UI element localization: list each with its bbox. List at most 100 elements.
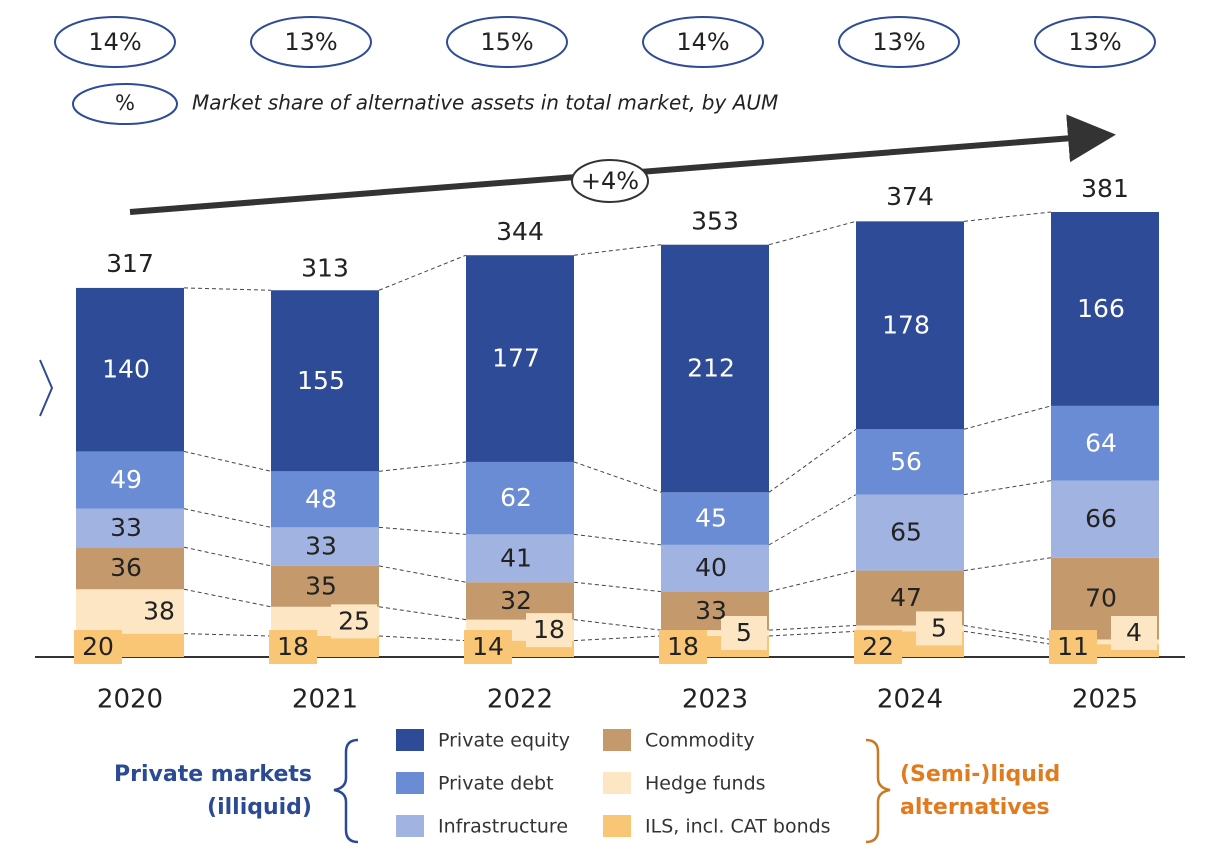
growth-label: +4% (581, 167, 639, 195)
bar-segment (76, 508, 184, 548)
x-tick-label: 2020 (97, 685, 163, 715)
segment-label: 22 (862, 632, 894, 661)
connector (963, 405, 1052, 430)
label-box (136, 594, 182, 629)
growth-ellipse (571, 159, 649, 203)
connector (183, 546, 272, 567)
segment-label: 18 (533, 615, 565, 644)
label-box (526, 613, 572, 648)
segment-label: 65 (890, 518, 922, 547)
connector (378, 565, 467, 583)
label-box (331, 604, 377, 639)
bar-segment (466, 461, 574, 535)
segment-label: 14 (472, 632, 504, 661)
share-ellipse (446, 16, 568, 68)
connector (768, 624, 857, 631)
share-ellipse (838, 16, 960, 68)
bar-segment (661, 544, 769, 592)
bar-segment (466, 534, 574, 583)
segment-label: 56 (890, 447, 922, 476)
share-label: 13% (872, 28, 925, 56)
total-label: 344 (496, 217, 544, 246)
label-box (659, 630, 707, 664)
bar-segment (661, 244, 769, 493)
connector (768, 570, 857, 593)
x-tick-label: 2024 (877, 685, 943, 715)
legend-swatch (396, 772, 424, 794)
connector (378, 526, 467, 535)
label-box (1049, 630, 1097, 664)
label-box (916, 611, 962, 646)
segment-label: 33 (695, 596, 727, 625)
segment-label: 70 (1085, 584, 1117, 613)
legend-description: Market share of alternative assets in to… (192, 91, 778, 115)
total-label: 317 (106, 249, 154, 278)
bar-segment (1051, 480, 1159, 558)
segment-label: 4 (1126, 618, 1142, 647)
x-tick-label: 2023 (682, 685, 748, 715)
brace-left (333, 738, 359, 844)
segment-label: 212 (687, 354, 735, 383)
segment-label: 177 (492, 344, 540, 373)
share-ellipse (642, 16, 764, 68)
bar-segment (271, 565, 379, 607)
segment-label: 41 (500, 543, 532, 572)
bar-segment (661, 492, 769, 545)
connector (183, 633, 272, 637)
segment-label: 35 (305, 571, 337, 600)
legend-symbol: % (115, 91, 135, 115)
bar-segment (1051, 639, 1159, 645)
segment-label: 18 (667, 632, 699, 661)
label-box (269, 630, 317, 664)
connector (768, 630, 857, 637)
group-left-label: Private markets (114, 762, 312, 787)
bar-segment (856, 429, 964, 495)
connector (183, 287, 272, 291)
group-right-label: alternatives (900, 795, 1050, 820)
label-box (464, 630, 512, 664)
bar-segment (271, 290, 379, 472)
x-tick-label: 2022 (487, 685, 553, 715)
connector (378, 635, 467, 642)
total-label: 313 (301, 253, 349, 282)
connector (573, 533, 662, 546)
connector (573, 619, 662, 631)
x-tick-label: 2021 (292, 685, 358, 715)
connector (768, 494, 857, 546)
total-label: 381 (1081, 174, 1129, 203)
segment-label: 36 (110, 553, 142, 582)
share-label: 14% (676, 28, 729, 56)
connector (963, 480, 1052, 496)
bar-segment (856, 494, 964, 571)
segment-label: 64 (1085, 428, 1117, 457)
segment-label: 40 (695, 553, 727, 582)
segment-label: 38 (143, 596, 175, 625)
segment-label: 33 (305, 532, 337, 561)
segment-label: 140 (102, 355, 150, 384)
share-label: 15% (480, 28, 533, 56)
segment-label: 66 (1085, 504, 1117, 533)
segment-label: 25 (338, 606, 370, 635)
share-ellipse (1034, 16, 1156, 68)
bar-segment (466, 255, 574, 462)
bar-segment (856, 625, 964, 632)
legend-swatch (603, 815, 631, 837)
segment-label: 62 (500, 483, 532, 512)
connector (963, 624, 1052, 640)
connector (183, 450, 272, 472)
group-right-label: (Semi-)liquid (900, 762, 1060, 787)
segment-label: 5 (931, 613, 947, 642)
legend-label: ILS, incl. CAT bonds (645, 816, 831, 838)
bar-segment (661, 630, 769, 636)
segment-label: 47 (890, 583, 922, 612)
legend-swatch (603, 729, 631, 751)
legend-swatch (603, 772, 631, 794)
bar-segment (856, 221, 964, 430)
label-box (721, 616, 767, 650)
bar-segment (1051, 212, 1159, 406)
connector (768, 428, 857, 493)
segment-label: 32 (500, 586, 532, 615)
segment-label: 45 (695, 504, 727, 533)
segment-label: 166 (1077, 294, 1125, 323)
share-label: 13% (1068, 28, 1121, 56)
